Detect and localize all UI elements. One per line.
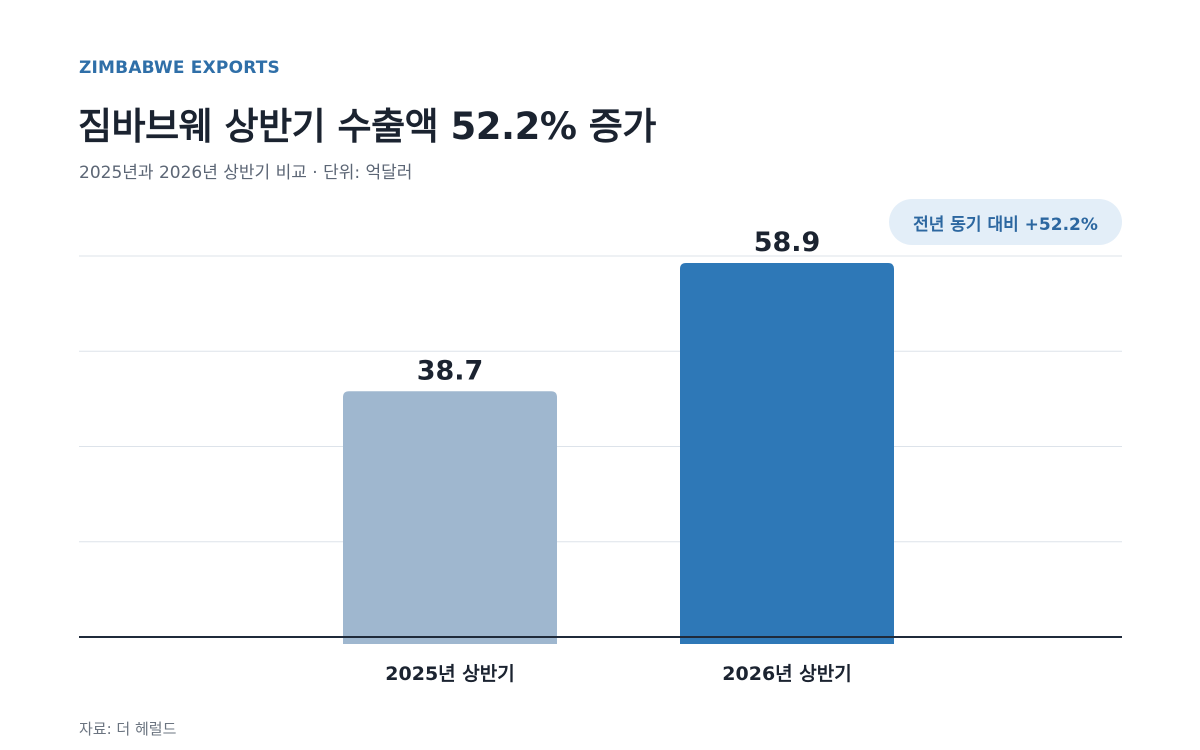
category-label: 2025년 상반기 — [385, 663, 514, 685]
growth-badge: 전년 동기 대비 +52.2% — [889, 199, 1122, 245]
chart-title: 짐바브웨 상반기 수출액 52.2% 증가 — [78, 105, 656, 148]
bar-value-label: 38.7 — [417, 355, 484, 386]
gridlines — [79, 255, 1122, 543]
bar-1 — [343, 391, 557, 644]
bar-value-label: 58.9 — [754, 227, 821, 258]
category-label: 2026년 상반기 — [722, 663, 851, 685]
bar-2 — [680, 262, 894, 644]
bars — [343, 262, 894, 644]
labels: 38.7 2025년 상반기 58.9 2026년 상반기 — [385, 227, 851, 685]
chart-kicker: ZIMBABWE EXPORTS — [79, 58, 280, 78]
source-note: 자료: 더 헤럴드 — [79, 720, 177, 738]
chart-subtitle: 2025년과 2026년 상반기 비교 · 단위: 억달러 — [79, 163, 413, 183]
